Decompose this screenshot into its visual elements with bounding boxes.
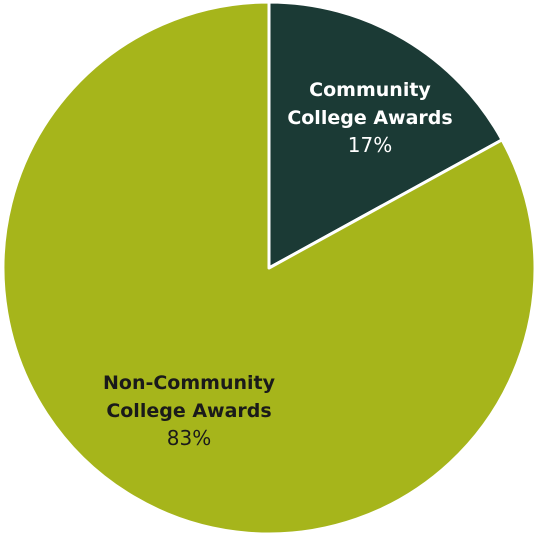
slice-percent-label: 17% <box>348 133 392 157</box>
slice-label-line: Non-Community <box>103 372 276 394</box>
pie-slice-community-college-awards <box>267 0 504 270</box>
slice-label-line: Community <box>309 79 431 101</box>
slice-label-community-college-awards: Community College Awards 17% <box>287 79 452 157</box>
slice-percent-label: 83% <box>167 426 211 450</box>
slice-label-line: College Awards <box>106 400 271 422</box>
slice-labels: Community College Awards 17% Non-Community C… <box>103 79 453 450</box>
slice-label-line: College Awards <box>287 107 452 129</box>
slice-label-non-community-college-awards: Non-Community College Awards 83% <box>103 372 276 450</box>
